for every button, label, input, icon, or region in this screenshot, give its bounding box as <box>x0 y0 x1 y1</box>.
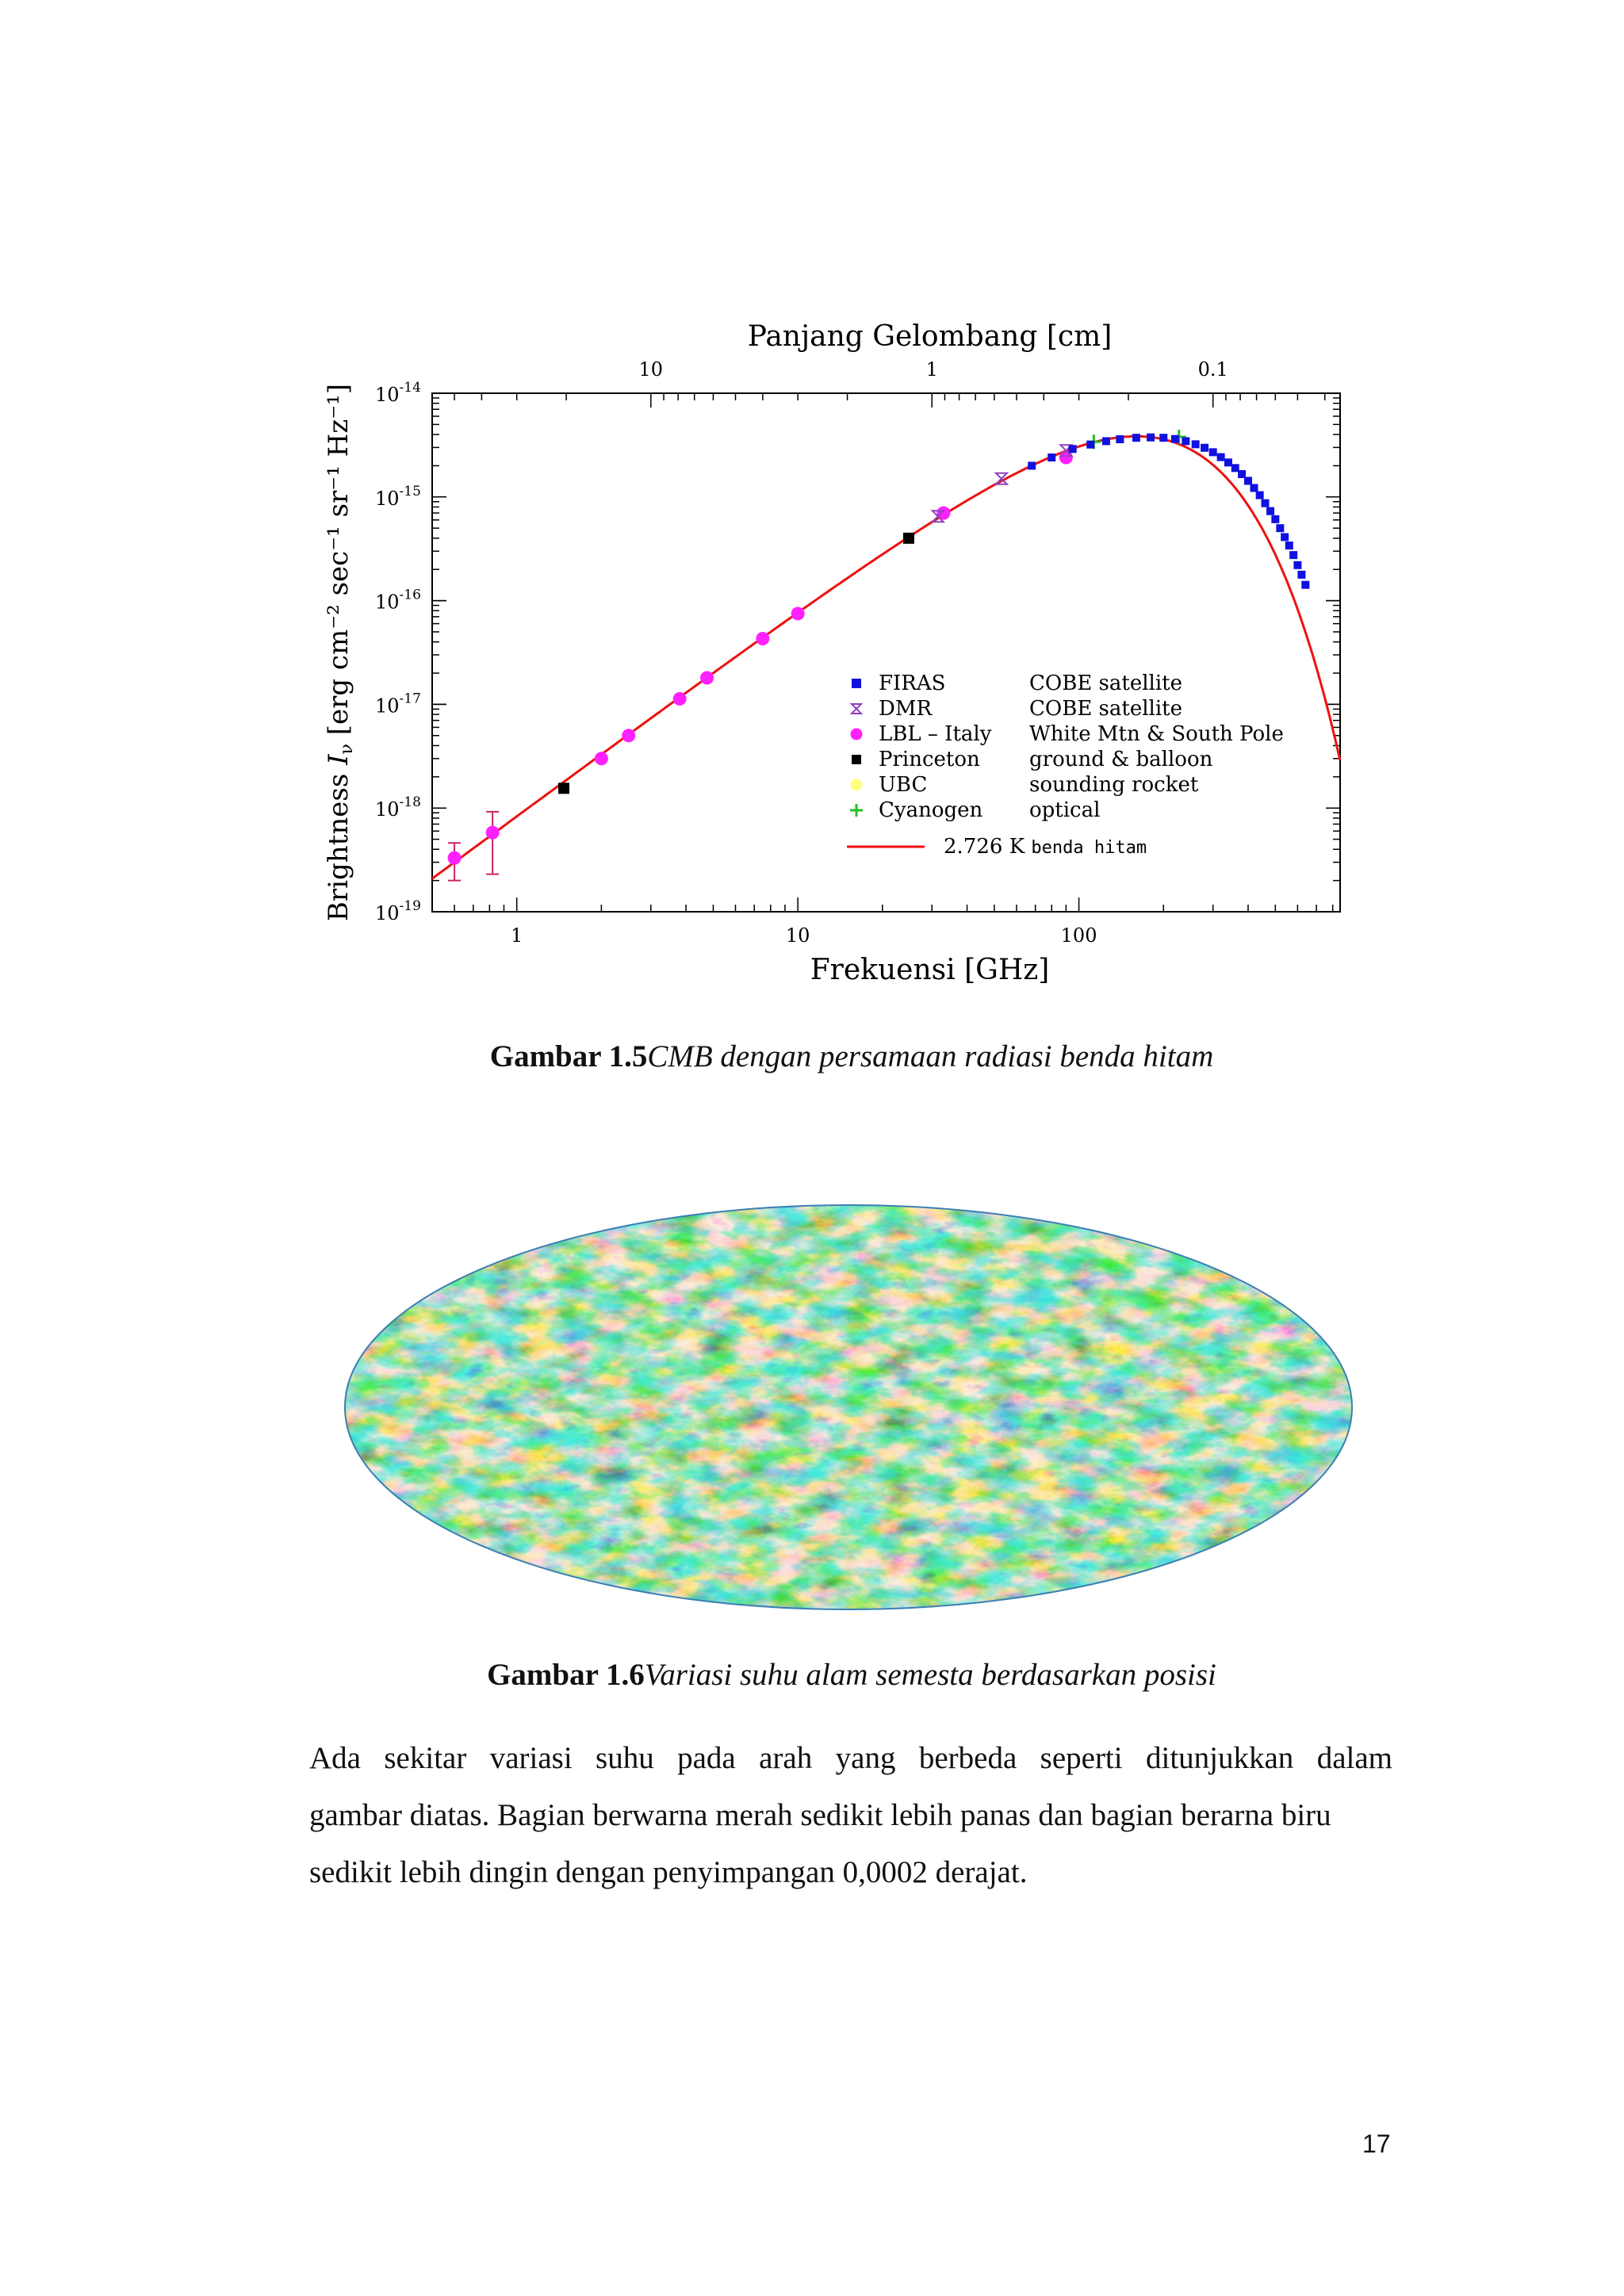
x-tick-label: 100 <box>1061 924 1097 947</box>
data-point-firas <box>1208 448 1217 457</box>
x2-axis-title: Panjang Gelombang [cm] <box>748 320 1113 353</box>
data-point-firas <box>1261 499 1270 507</box>
legend-marker <box>852 679 861 688</box>
paragraph-line-3: sedikit lebih dingin dengan penyimpangan… <box>309 1855 1028 1889</box>
legend-label: DMR <box>879 697 933 721</box>
data-point-firas <box>1255 491 1264 499</box>
data-point-lbl-italy <box>672 691 687 706</box>
data-point-firas <box>1271 515 1280 523</box>
figure-2-caption-text: Variasi suhu alam semesta berdasarkan po… <box>644 1658 1216 1692</box>
legend-label: FIRAS <box>879 672 945 695</box>
data-point-princeton <box>902 532 914 544</box>
legend-curve-label: 2.726 K benda hitam <box>944 835 1147 859</box>
data-point-lbl-italy <box>622 729 636 743</box>
data-point-firas <box>1243 476 1252 485</box>
data-point-lbl-italy <box>756 632 770 646</box>
data-point-firas <box>1224 458 1232 467</box>
figure-2-caption-number: Gambar 1.6 <box>487 1658 645 1692</box>
data-point-lbl-italy <box>594 752 608 766</box>
data-point-firas <box>1231 464 1239 473</box>
data-point-firas <box>1191 440 1200 449</box>
data-point-lbl-italy <box>791 607 805 621</box>
y-tick-label: 10-16 <box>375 587 421 614</box>
legend-marker <box>850 779 863 791</box>
data-point-lbl-italy <box>936 506 951 520</box>
data-point-firas <box>1182 437 1190 446</box>
data-point-firas <box>1289 551 1298 560</box>
legend-marker <box>852 755 861 764</box>
cmb-spectrum-chart: 1 10 100 10 1 0.1 10-19 10-18 10-17 10-16 10-15 10-… <box>323 320 1342 986</box>
data-point-dmr <box>1058 444 1074 457</box>
plot-frame <box>431 392 1341 913</box>
data-point-firas <box>1048 453 1056 462</box>
data-point-firas <box>1068 445 1077 453</box>
y-tick-label: 10-14 <box>375 380 421 406</box>
data-point-firas <box>1170 434 1179 443</box>
data-point-firas <box>1276 524 1285 533</box>
data-point-firas <box>1116 435 1124 444</box>
legend-source: sounding rocket <box>1029 773 1199 797</box>
blackbody-curve <box>431 434 1342 880</box>
legend-source: optical <box>1029 798 1100 822</box>
y-tick-label: 10-18 <box>375 794 421 821</box>
y-axis-title: Brightness Iν [erg cm⁻² sec⁻¹ sr⁻¹ Hz⁻¹] <box>323 384 357 921</box>
x-axis-title: Frekuensi [GHz] <box>810 954 1050 986</box>
y-tick-label: 10-17 <box>375 691 421 717</box>
data-point-firas <box>1238 470 1247 479</box>
paragraph-line-2: gambar diatas. Bagian berwarna merah sed… <box>309 1798 1331 1832</box>
data-point-firas <box>1293 561 1302 569</box>
data-point-lbl-italy <box>447 851 462 865</box>
x-tick-label: 1 <box>511 924 523 947</box>
data-point-firas <box>1250 484 1258 492</box>
data-point-princeton <box>558 783 570 794</box>
legend-marker <box>850 728 863 740</box>
data-point-firas <box>1281 533 1289 541</box>
data-point-firas <box>1147 433 1155 442</box>
legend-source: COBE satellite <box>1029 672 1182 695</box>
x2-tick-label: 1 <box>926 358 938 381</box>
data-point-firas <box>1216 453 1225 461</box>
chart-plot-layer: 1 10 100 10 1 0.1 10-19 10-18 10-17 10-16 10-15 10-… <box>323 320 1342 986</box>
legend-label: UBC <box>879 773 927 797</box>
figure-1-caption-number: Gambar 1.5 <box>489 1039 648 1073</box>
legend-marker <box>849 703 864 714</box>
legend-label: Cyanogen <box>879 798 983 822</box>
legend-label: LBL – Italy <box>879 722 992 746</box>
x2-tick-label: 0.1 <box>1198 358 1228 381</box>
sky-map-fluctuations <box>345 1205 1352 1609</box>
body-paragraph: Ada sekitar variasi suhu pada arah yang … <box>309 1730 1392 1901</box>
y-tick-label: 10-19 <box>375 898 421 924</box>
legend-label: Princeton <box>879 748 980 771</box>
data-point-dmr <box>994 472 1009 485</box>
x2-tick-label: 10 <box>639 358 664 381</box>
legend-source: White Mtn & South Pole <box>1029 722 1284 746</box>
data-point-firas <box>1132 434 1140 442</box>
data-point-firas <box>1086 440 1095 449</box>
data-point-lbl-italy <box>700 671 714 685</box>
data-point-firas <box>1101 437 1110 446</box>
data-point-firas <box>1201 443 1209 452</box>
figure-1-caption-text: CMB dengan persamaan radiasi benda hitam <box>647 1039 1214 1073</box>
x-tick-label: 10 <box>786 924 810 947</box>
data-point-dmr <box>930 510 946 523</box>
page-number: 17 <box>1362 2130 1391 2158</box>
figure-1-caption: Gambar 1.5CMB dengan persamaan radiasi b… <box>40 1039 1624 1074</box>
data-point-lbl-italy <box>485 825 500 840</box>
data-point-firas <box>1159 434 1168 442</box>
legend-source: COBE satellite <box>1029 697 1182 721</box>
data-point-firas <box>1297 570 1306 579</box>
paragraph-line-1: Ada sekitar variasi suhu pada arah yang … <box>309 1741 1392 1775</box>
y-tick-label: 10-15 <box>375 484 421 510</box>
data-point-firas <box>1285 541 1293 550</box>
data-point-firas <box>1266 507 1275 515</box>
data-point-firas <box>1301 580 1310 589</box>
data-point-firas <box>1028 461 1036 470</box>
figure-2-caption: Gambar 1.6Variasi suhu alam semesta berd… <box>40 1657 1624 1693</box>
legend-source: ground & balloon <box>1029 748 1213 771</box>
cmb-sky-map-image <box>344 1204 1353 1610</box>
